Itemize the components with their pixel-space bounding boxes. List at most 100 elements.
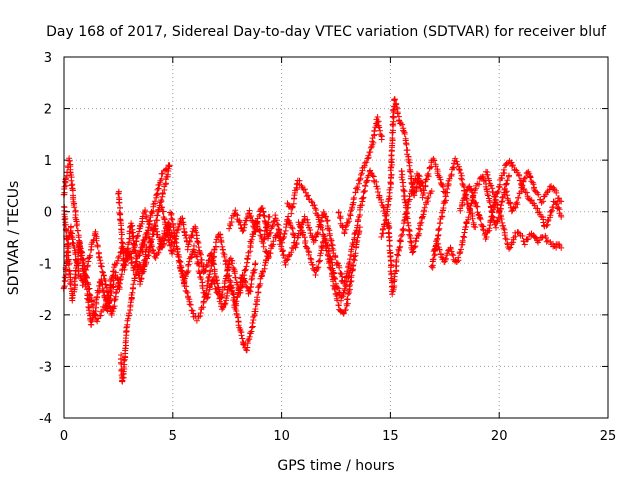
data-point: [444, 186, 451, 192]
data-point: [398, 233, 405, 239]
data-point: [108, 290, 115, 296]
data-point: [440, 183, 447, 190]
data-point: [130, 281, 137, 288]
data-point: [460, 233, 467, 240]
data-point: [185, 261, 192, 268]
data-point: [513, 199, 520, 206]
data-point: [403, 141, 410, 148]
data-point: [338, 271, 345, 278]
data-point: [351, 194, 358, 201]
data-point: [415, 225, 422, 232]
data-point: [428, 188, 435, 195]
data-point: [159, 243, 166, 250]
data-point: [456, 167, 463, 173]
data-point: [160, 208, 167, 215]
data-point: [252, 260, 259, 267]
data-point: [263, 221, 270, 228]
data-point: [543, 222, 550, 229]
data-point: [198, 251, 204, 258]
data-point: [189, 307, 196, 314]
data-point: [350, 241, 357, 248]
data-point: [342, 283, 349, 290]
data-point: [467, 202, 474, 209]
data-point: [388, 171, 395, 178]
data-point: [325, 260, 332, 267]
data-point: [558, 244, 565, 251]
data-point: [118, 235, 125, 242]
data-point: [260, 243, 267, 250]
data-point: [381, 221, 388, 227]
data-point: [351, 253, 358, 260]
data-point: [380, 225, 386, 232]
data-point: [164, 231, 171, 238]
data-point: [239, 228, 246, 235]
data-point: [73, 259, 80, 266]
x-tick-label: 20: [491, 429, 508, 444]
data-point: [222, 300, 229, 307]
data-point: [115, 276, 121, 283]
data-point: [246, 287, 253, 294]
data-point: [249, 273, 256, 280]
data-point: [107, 295, 113, 302]
data-point: [421, 187, 428, 194]
data-point: [205, 274, 212, 281]
data-point: [479, 223, 486, 229]
data-point: [150, 247, 157, 254]
data-point: [419, 194, 426, 201]
data-point: [267, 229, 274, 236]
y-tick-label: -3: [39, 360, 52, 375]
data-point: [146, 218, 153, 225]
data-point: [336, 214, 343, 221]
data-point: [452, 155, 459, 162]
data-point: [173, 229, 180, 236]
data-point: [351, 231, 358, 238]
data-point: [260, 236, 267, 243]
data-point: [528, 197, 535, 204]
data-point: [243, 263, 250, 270]
data-point: [140, 248, 146, 255]
data-point: [117, 204, 123, 211]
data-point: [145, 224, 152, 231]
data-point: [255, 284, 262, 290]
x-tick-label: 25: [600, 429, 617, 444]
data-point: [503, 180, 510, 187]
data-point: [253, 226, 260, 233]
data-point: [247, 284, 254, 291]
data-point: [376, 124, 383, 131]
data-point: [248, 236, 255, 243]
data-point: [473, 203, 480, 210]
data-point: [116, 286, 123, 293]
data-point: [266, 213, 273, 220]
data-point: [193, 317, 200, 324]
data-point: [326, 248, 333, 255]
data-point: [385, 196, 392, 203]
data-point: [204, 295, 211, 302]
data-point: [72, 274, 79, 281]
data-point: [498, 216, 505, 222]
data-point: [389, 135, 396, 142]
data-point: [224, 267, 231, 274]
chart-title: Day 168 of 2017, Sidereal Day-to-day VTE…: [46, 24, 607, 40]
data-point: [119, 231, 125, 238]
data-point: [115, 199, 122, 206]
data-point: [312, 237, 319, 244]
data-point: [519, 233, 526, 239]
data-point: [69, 292, 76, 299]
data-point: [338, 297, 344, 304]
data-point: [425, 170, 432, 177]
data-point: [491, 193, 498, 200]
data-point: [466, 205, 473, 212]
data-point: [536, 209, 543, 216]
data-point: [193, 235, 200, 242]
data-point: [144, 227, 151, 234]
data-point: [401, 131, 408, 137]
y-tick-label: 0: [44, 206, 52, 221]
data-point: [421, 204, 428, 211]
data-point: [151, 198, 158, 205]
data-point: [398, 168, 405, 174]
data-point: [257, 280, 264, 287]
data-point: [411, 192, 418, 199]
data-point: [196, 270, 203, 277]
data-point: [154, 186, 161, 193]
y-tick-label: 2: [44, 103, 52, 118]
